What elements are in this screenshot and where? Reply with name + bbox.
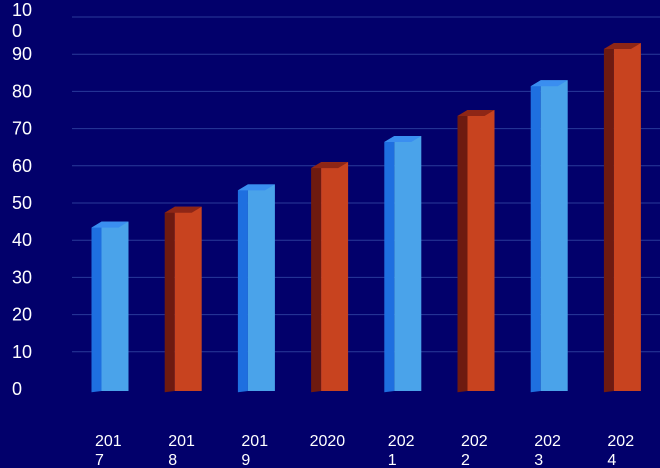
bar-side-face [164, 206, 175, 393]
x-tick-label: 202 4 [607, 433, 634, 468]
y-tick-label: 20 [12, 305, 32, 325]
y-tick-label: 30 [12, 267, 32, 287]
y-tick-label: 10 0 [12, 0, 32, 41]
bar-top-face [530, 80, 568, 87]
bar-top-face [384, 136, 422, 143]
y-tick-label: 80 [12, 81, 32, 101]
bar-top-face [164, 206, 202, 213]
y-axis-tick-labels: 0 10 20 30 40 50 60 70 80 90 10 0 [12, 0, 32, 399]
x-tick-label: 202 1 [388, 433, 415, 468]
bar-2017 [91, 221, 129, 393]
bar-side-face [530, 80, 541, 393]
bar-top-face [311, 162, 349, 169]
bar-side-face [457, 110, 468, 393]
bar-side-face [311, 162, 322, 393]
bar-front-face [101, 221, 129, 391]
bar-side-face [237, 184, 248, 393]
bar-front-face [394, 136, 422, 391]
bar-2020 [311, 162, 349, 393]
bar-2021 [384, 136, 422, 393]
bar-top-face [603, 43, 641, 50]
bar-2019 [237, 184, 275, 393]
bar-top-face [457, 110, 495, 116]
bar-front-face [247, 184, 275, 391]
bar-side-face [384, 136, 395, 393]
bar-side-face [603, 43, 614, 393]
x-tick-label: 2020 [310, 433, 346, 450]
bar-2022 [457, 110, 495, 393]
y-tick-label: 0 [12, 379, 22, 399]
bar-2023 [530, 80, 568, 393]
x-tick-label: 202 3 [534, 433, 561, 468]
bar-front-face [613, 43, 641, 391]
y-tick-label: 10 [12, 342, 32, 362]
bar-top-face [91, 221, 129, 228]
y-tick-label: 40 [12, 230, 32, 250]
x-tick-label: 201 8 [168, 433, 195, 468]
x-axis-tick-labels: 201 7 201 8 201 9 2020 202 1 202 2 202 3 202 4 [95, 433, 634, 468]
y-tick-label: 90 [12, 44, 32, 64]
x-tick-label: 201 7 [95, 433, 122, 468]
bar-front-face [467, 110, 495, 391]
bar-side-face [91, 221, 102, 393]
y-tick-label: 50 [12, 193, 32, 213]
x-tick-label: 202 2 [461, 433, 488, 468]
y-tick-label: 60 [12, 156, 32, 176]
bar-front-face [321, 162, 349, 391]
bar-front-face [540, 80, 568, 392]
grid-lines [72, 16, 660, 353]
x-tick-label: 201 9 [241, 433, 268, 468]
y-tick-label: 70 [12, 119, 32, 139]
bar-2018 [164, 206, 202, 393]
bar-front-face [174, 206, 202, 391]
bars [91, 43, 641, 393]
bar-2024 [603, 43, 641, 393]
bar-top-face [237, 184, 275, 191]
